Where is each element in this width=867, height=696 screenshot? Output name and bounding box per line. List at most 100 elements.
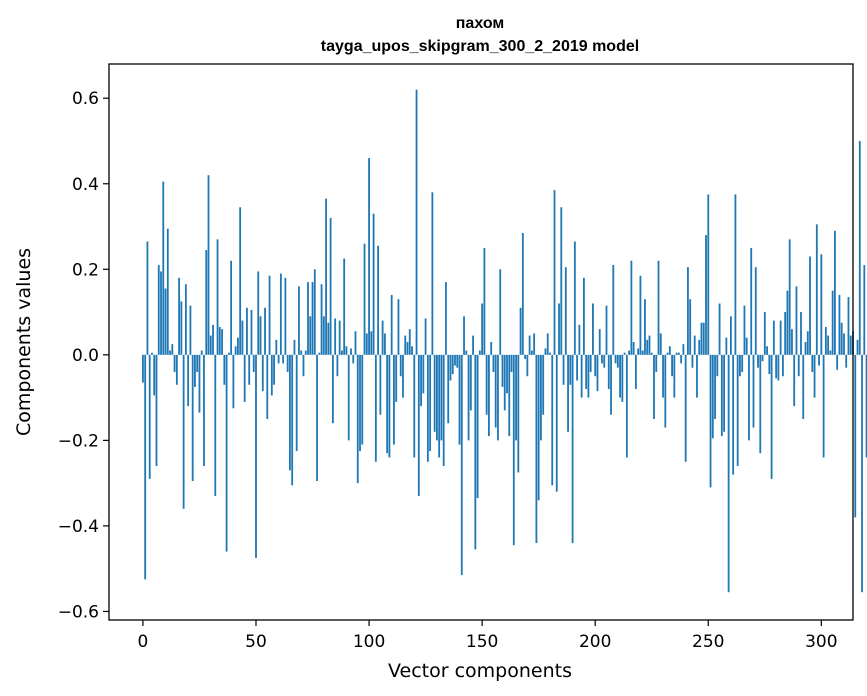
bar [189, 305, 192, 355]
bar [494, 354, 497, 428]
bar [162, 181, 165, 355]
y-axis-ticks: −0.6 −0.4 −0.2 0.0 0.2 0.4 0.6 [58, 89, 109, 622]
bar [521, 232, 524, 355]
bar [379, 354, 382, 415]
bar [465, 350, 468, 355]
bar [544, 348, 547, 355]
bar [528, 335, 531, 355]
bar [481, 303, 484, 355]
bar [341, 350, 343, 355]
bar-series [142, 89, 867, 593]
bar [800, 312, 802, 355]
bar [655, 354, 658, 372]
bar [659, 333, 662, 355]
bar [806, 331, 809, 355]
bar [350, 348, 352, 355]
bar [623, 352, 626, 355]
bar [745, 337, 748, 355]
bar [754, 267, 757, 355]
y-tick-label: 0.0 [72, 346, 99, 366]
bar [347, 354, 350, 441]
bar [402, 354, 404, 398]
bar [684, 354, 687, 462]
bar [214, 354, 217, 496]
bar [838, 294, 841, 355]
bar [212, 324, 214, 355]
bar [716, 354, 719, 377]
bar [354, 331, 357, 355]
bar [148, 354, 151, 479]
bar [334, 318, 337, 355]
bar [596, 354, 599, 392]
bar [499, 269, 502, 355]
bar [157, 265, 160, 355]
bar [264, 307, 266, 355]
bar [397, 299, 400, 355]
bar [725, 337, 728, 355]
bar [781, 354, 784, 377]
bar [438, 354, 441, 458]
bar [266, 354, 269, 419]
bar [693, 335, 696, 355]
bar [687, 267, 689, 355]
bar [433, 354, 436, 432]
bar [203, 354, 205, 467]
bar [248, 354, 251, 385]
bar [809, 256, 811, 355]
bar [512, 354, 515, 546]
bar [284, 277, 287, 355]
bar [788, 239, 791, 355]
y-tick-label: 0.4 [72, 175, 99, 195]
bar [184, 284, 187, 355]
bar [567, 354, 569, 432]
bar [820, 254, 823, 355]
bar [313, 269, 316, 355]
bar [223, 354, 226, 385]
bar [449, 354, 452, 381]
bar [752, 354, 755, 428]
bar [736, 354, 739, 467]
bar [582, 277, 585, 355]
bar [840, 322, 843, 355]
bar [628, 350, 631, 355]
bar [827, 335, 830, 355]
bar [705, 235, 707, 355]
bar [818, 354, 820, 366]
bar [540, 354, 542, 441]
bar [399, 354, 402, 377]
bar [218, 327, 221, 355]
bar [252, 354, 255, 372]
bar [508, 354, 511, 437]
bar [558, 303, 560, 355]
bar [175, 354, 178, 385]
bar [795, 286, 798, 355]
bar [467, 354, 470, 441]
bar [768, 354, 771, 375]
bar [478, 350, 481, 355]
bar [316, 354, 318, 481]
bar [682, 344, 685, 355]
bar [791, 329, 793, 355]
bar [300, 350, 303, 355]
bar [646, 339, 649, 355]
bar [286, 354, 289, 372]
bar [361, 354, 364, 445]
bar [142, 354, 144, 383]
bar [227, 352, 230, 355]
bar [861, 354, 863, 593]
bar [515, 354, 517, 441]
bar [637, 348, 640, 355]
bar [311, 282, 314, 355]
x-tick-label: 100 [353, 632, 385, 652]
bar [381, 320, 384, 355]
bar [720, 354, 723, 437]
x-tick-label: 0 [138, 632, 149, 652]
bar [625, 354, 628, 458]
x-tick-label: 250 [692, 632, 724, 652]
bar [707, 194, 710, 355]
bar [571, 354, 574, 544]
bar [320, 284, 323, 355]
chart-title-line2: tayga_upos_skipgram_300_2_2019 model [321, 38, 639, 55]
bar [225, 354, 228, 552]
bar [456, 354, 459, 368]
